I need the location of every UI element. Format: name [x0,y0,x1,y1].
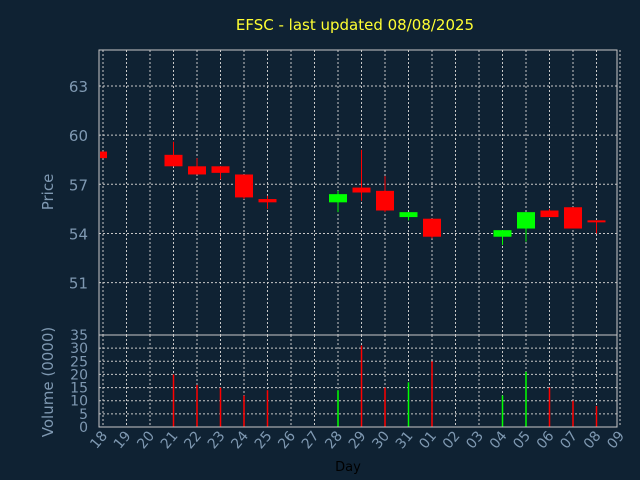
day-tick-label: 09 [604,428,628,452]
day-axis-label: Day [335,460,361,475]
price-tick-label: 63 [69,78,88,96]
day-tick-label: 07 [557,428,581,452]
volume-tick-label: 20 [70,367,88,383]
day-tick-label: 23 [205,428,229,452]
day-tick-label: 03 [463,428,487,452]
day-tick-label: 18 [87,428,111,452]
price-tick-label: 54 [69,225,88,243]
candle-body [188,166,206,175]
price-axis-ticks: 51 54 57 60 63 [69,78,88,293]
volume-series [172,345,598,427]
candle-body [235,174,253,198]
chart-title: EFSC - last updated 08/08/2025 [236,16,474,34]
day-tick-label: 22 [181,428,205,452]
day-tick-label: 06 [534,428,558,452]
volume-grid [99,335,621,427]
day-tick-label: 02 [440,428,464,452]
candle-body [211,166,230,173]
day-tick-label: 21 [158,428,182,452]
day-tick-label: 25 [252,428,276,452]
day-tick-label: 01 [416,428,440,452]
price-tick-label: 51 [69,275,88,293]
volume-tick-label: 15 [70,381,88,397]
day-tick-label: 28 [322,428,346,452]
candle-body [493,230,512,237]
day-axis-ticks: 18 19 20 21 22 23 24 25 26 27 28 29 30 31 01 02 03 04 05 06… [87,428,628,452]
candle-body [517,212,535,229]
price-axis-label: Price [39,174,57,211]
candle-body [258,199,277,203]
volume-tick-label: 35 [70,328,88,344]
candle-body [329,194,347,203]
volume-tick-label: 5 [79,407,88,423]
candle-body [376,190,394,211]
candle-body [164,154,183,167]
volume-tick-label: 30 [70,341,88,357]
candlestick-series [100,141,606,245]
candle-body [587,220,606,223]
price-panel: 51 54 57 60 63 [69,49,621,336]
price-tick-label: 57 [69,176,88,194]
candle-body [540,210,559,218]
volume-tick-label: 25 [70,354,88,370]
day-tick-label: 19 [111,428,135,452]
candle-body [564,207,582,229]
day-tick-label: 08 [581,428,605,452]
day-tick-label: 27 [299,428,323,452]
day-tick-label: 26 [275,428,299,452]
day-tick-label: 24 [228,428,252,452]
candle-body [399,212,418,218]
price-tick-label: 60 [69,127,88,145]
volume-axis-label: Volume (0000) [39,327,57,437]
day-tick-label: 31 [393,428,417,452]
day-tick-label: 05 [510,428,534,452]
candle-body [423,218,441,237]
day-tick-label: 30 [369,428,393,452]
volume-frame [98,334,618,428]
day-tick-label: 04 [487,428,511,452]
day-tick-label: 29 [346,428,370,452]
price-grid [99,50,621,335]
volume-tick-label: 10 [70,394,88,410]
candle-body [352,187,371,193]
candle-body [100,151,107,159]
day-tick-label: 20 [134,428,158,452]
volume-tick-label: 0 [79,420,88,436]
